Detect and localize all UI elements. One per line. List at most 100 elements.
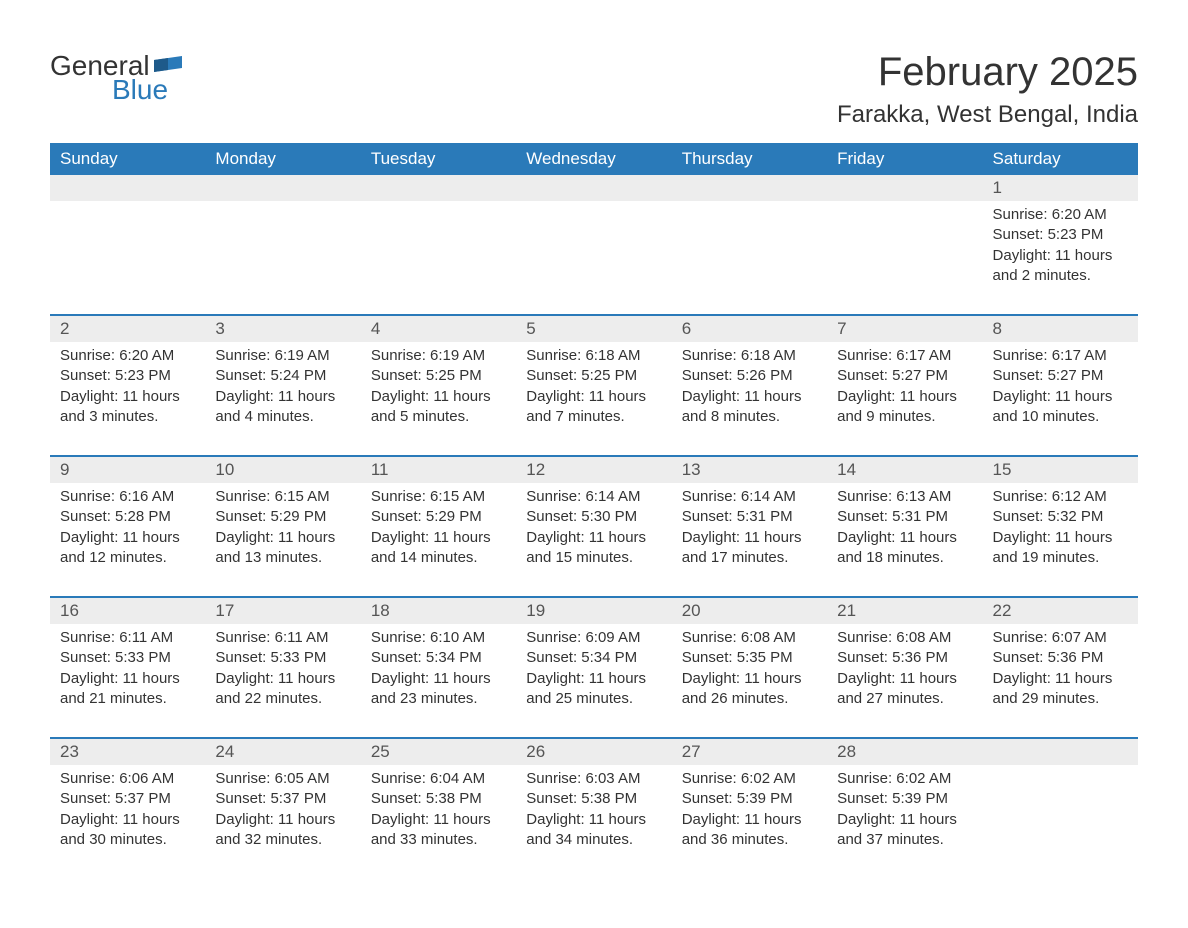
daylight-line: Daylight: 11 hours and 34 minutes.	[526, 810, 661, 851]
daylight-line: Daylight: 11 hours and 36 minutes.	[682, 810, 817, 851]
daynum-cell	[672, 175, 827, 201]
day-cell: Sunrise: 6:16 AMSunset: 5:28 PMDaylight:…	[50, 483, 205, 597]
day-cell: Sunrise: 6:17 AMSunset: 5:27 PMDaylight:…	[983, 342, 1138, 456]
sunrise-line: Sunrise: 6:04 AM	[371, 769, 506, 789]
daynum-cell	[983, 738, 1138, 765]
daynum-cell: 14	[827, 456, 982, 483]
sunset-line: Sunset: 5:25 PM	[371, 366, 506, 386]
sunrise-line: Sunrise: 6:19 AM	[371, 346, 506, 366]
daynum-cell	[516, 175, 671, 201]
sunrise-line: Sunrise: 6:17 AM	[837, 346, 972, 366]
day-cell	[516, 201, 671, 315]
day-cell: Sunrise: 6:20 AMSunset: 5:23 PMDaylight:…	[50, 342, 205, 456]
day-cell: Sunrise: 6:07 AMSunset: 5:36 PMDaylight:…	[983, 624, 1138, 738]
day-cell	[50, 201, 205, 315]
sunset-line: Sunset: 5:27 PM	[837, 366, 972, 386]
daynum-cell: 9	[50, 456, 205, 483]
sunrise-line: Sunrise: 6:07 AM	[993, 628, 1128, 648]
day-cell: Sunrise: 6:14 AMSunset: 5:30 PMDaylight:…	[516, 483, 671, 597]
daylight-line: Daylight: 11 hours and 19 minutes.	[993, 528, 1128, 569]
sunrise-line: Sunrise: 6:10 AM	[371, 628, 506, 648]
day-cell: Sunrise: 6:19 AMSunset: 5:24 PMDaylight:…	[205, 342, 360, 456]
daynum-cell	[827, 175, 982, 201]
daynum-cell: 22	[983, 597, 1138, 624]
day-cell: Sunrise: 6:08 AMSunset: 5:35 PMDaylight:…	[672, 624, 827, 738]
daynum-cell: 11	[361, 456, 516, 483]
daylight-line: Daylight: 11 hours and 33 minutes.	[371, 810, 506, 851]
sunrise-line: Sunrise: 6:02 AM	[837, 769, 972, 789]
daynum-cell: 26	[516, 738, 671, 765]
daynum-cell: 7	[827, 315, 982, 342]
daynum-cell: 28	[827, 738, 982, 765]
sunset-line: Sunset: 5:36 PM	[993, 648, 1128, 668]
daylight-line: Daylight: 11 hours and 25 minutes.	[526, 669, 661, 710]
daynum-cell: 2	[50, 315, 205, 342]
sunset-line: Sunset: 5:37 PM	[215, 789, 350, 809]
daylight-line: Daylight: 11 hours and 4 minutes.	[215, 387, 350, 428]
daynum-cell: 6	[672, 315, 827, 342]
sunrise-line: Sunrise: 6:18 AM	[682, 346, 817, 366]
day-cell: Sunrise: 6:09 AMSunset: 5:34 PMDaylight:…	[516, 624, 671, 738]
sunset-line: Sunset: 5:26 PM	[682, 366, 817, 386]
daylight-line: Daylight: 11 hours and 5 minutes.	[371, 387, 506, 428]
day-cell: Sunrise: 6:18 AMSunset: 5:25 PMDaylight:…	[516, 342, 671, 456]
sunset-line: Sunset: 5:34 PM	[371, 648, 506, 668]
daynum-cell: 23	[50, 738, 205, 765]
day-cell: Sunrise: 6:08 AMSunset: 5:36 PMDaylight:…	[827, 624, 982, 738]
daylight-line: Daylight: 11 hours and 32 minutes.	[215, 810, 350, 851]
week-4-daynum-row: 232425262728	[50, 738, 1138, 765]
day-cell: Sunrise: 6:20 AMSunset: 5:23 PMDaylight:…	[983, 201, 1138, 315]
sunset-line: Sunset: 5:31 PM	[682, 507, 817, 527]
sunrise-line: Sunrise: 6:02 AM	[682, 769, 817, 789]
day-cell: Sunrise: 6:18 AMSunset: 5:26 PMDaylight:…	[672, 342, 827, 456]
daynum-cell: 15	[983, 456, 1138, 483]
dow-thursday: Thursday	[672, 143, 827, 175]
sunrise-line: Sunrise: 6:16 AM	[60, 487, 195, 507]
day-cell: Sunrise: 6:19 AMSunset: 5:25 PMDaylight:…	[361, 342, 516, 456]
day-cell	[827, 201, 982, 315]
logo-text-blue: Blue	[112, 74, 168, 106]
sunrise-line: Sunrise: 6:14 AM	[526, 487, 661, 507]
sunset-line: Sunset: 5:37 PM	[60, 789, 195, 809]
daylight-line: Daylight: 11 hours and 29 minutes.	[993, 669, 1128, 710]
dow-friday: Friday	[827, 143, 982, 175]
day-cell: Sunrise: 6:17 AMSunset: 5:27 PMDaylight:…	[827, 342, 982, 456]
daynum-cell	[205, 175, 360, 201]
daylight-line: Daylight: 11 hours and 18 minutes.	[837, 528, 972, 569]
sunrise-line: Sunrise: 6:08 AM	[837, 628, 972, 648]
daylight-line: Daylight: 11 hours and 10 minutes.	[993, 387, 1128, 428]
daynum-cell: 4	[361, 315, 516, 342]
day-cell: Sunrise: 6:05 AMSunset: 5:37 PMDaylight:…	[205, 765, 360, 878]
day-cell: Sunrise: 6:06 AMSunset: 5:37 PMDaylight:…	[50, 765, 205, 878]
flag-icon	[154, 56, 182, 76]
daylight-line: Daylight: 11 hours and 27 minutes.	[837, 669, 972, 710]
sunset-line: Sunset: 5:34 PM	[526, 648, 661, 668]
sunset-line: Sunset: 5:29 PM	[215, 507, 350, 527]
day-of-week-header-row: SundayMondayTuesdayWednesdayThursdayFrid…	[50, 143, 1138, 175]
sunrise-line: Sunrise: 6:15 AM	[371, 487, 506, 507]
sunset-line: Sunset: 5:39 PM	[682, 789, 817, 809]
sunset-line: Sunset: 5:33 PM	[215, 648, 350, 668]
daynum-cell: 25	[361, 738, 516, 765]
sunrise-line: Sunrise: 6:11 AM	[215, 628, 350, 648]
day-cell: Sunrise: 6:04 AMSunset: 5:38 PMDaylight:…	[361, 765, 516, 878]
header: General Blue February 2025 Farakka, West…	[50, 50, 1138, 135]
day-cell: Sunrise: 6:14 AMSunset: 5:31 PMDaylight:…	[672, 483, 827, 597]
week-2-daynum-row: 9101112131415	[50, 456, 1138, 483]
week-1-data-row: Sunrise: 6:20 AMSunset: 5:23 PMDaylight:…	[50, 342, 1138, 456]
sunrise-line: Sunrise: 6:18 AM	[526, 346, 661, 366]
daynum-cell: 3	[205, 315, 360, 342]
daynum-cell: 5	[516, 315, 671, 342]
daynum-cell: 1	[983, 175, 1138, 201]
sunrise-line: Sunrise: 6:06 AM	[60, 769, 195, 789]
daynum-cell: 24	[205, 738, 360, 765]
sunset-line: Sunset: 5:27 PM	[993, 366, 1128, 386]
daylight-line: Daylight: 11 hours and 30 minutes.	[60, 810, 195, 851]
week-0-daynum-row: 1	[50, 175, 1138, 201]
daylight-line: Daylight: 11 hours and 37 minutes.	[837, 810, 972, 851]
location-label: Farakka, West Bengal, India	[837, 101, 1138, 129]
sunset-line: Sunset: 5:31 PM	[837, 507, 972, 527]
daylight-line: Daylight: 11 hours and 22 minutes.	[215, 669, 350, 710]
week-1-daynum-row: 2345678	[50, 315, 1138, 342]
daylight-line: Daylight: 11 hours and 17 minutes.	[682, 528, 817, 569]
